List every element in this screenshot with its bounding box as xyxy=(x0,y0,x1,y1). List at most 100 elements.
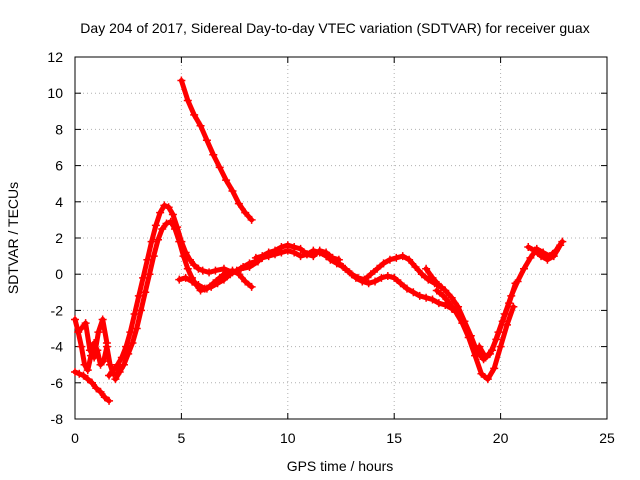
data-point xyxy=(181,273,190,282)
data-point xyxy=(211,266,220,275)
data-point xyxy=(296,244,305,253)
data-point xyxy=(234,199,243,208)
data-point xyxy=(377,273,386,282)
data-point xyxy=(168,210,177,219)
data-point xyxy=(405,255,414,264)
data-point xyxy=(190,110,199,119)
data-point xyxy=(136,306,145,315)
data-point xyxy=(451,308,460,317)
data-point xyxy=(385,255,394,264)
data-point xyxy=(92,384,101,393)
data-point xyxy=(447,293,456,302)
data-point xyxy=(302,250,311,259)
data-point xyxy=(239,262,248,271)
data-point xyxy=(434,299,443,308)
data-point xyxy=(207,282,216,291)
data-point xyxy=(179,252,188,261)
data-point xyxy=(75,369,84,378)
data-point xyxy=(166,217,175,226)
data-point xyxy=(390,273,399,282)
data-point xyxy=(258,252,267,261)
data-point xyxy=(143,255,152,264)
data-point xyxy=(277,243,286,252)
data-point xyxy=(134,291,143,300)
data-point xyxy=(366,270,375,279)
data-point xyxy=(109,366,118,375)
series-arc-mid-a xyxy=(251,241,446,291)
data-point xyxy=(209,150,218,159)
x-tick-labels: 0 5 10 15 20 25 xyxy=(71,430,615,446)
x-tick-label: 5 xyxy=(178,430,186,446)
data-point xyxy=(309,252,318,261)
data-point xyxy=(71,315,79,324)
data-point xyxy=(128,338,137,347)
data-point xyxy=(111,375,120,384)
y-tick-label: -8 xyxy=(51,411,64,427)
data-point xyxy=(241,208,250,217)
data-point xyxy=(326,255,335,264)
data-point xyxy=(71,367,79,376)
data-point xyxy=(183,96,192,105)
data-point xyxy=(556,241,565,250)
data-point xyxy=(283,241,292,250)
data-point xyxy=(102,338,111,347)
data-point xyxy=(205,268,214,277)
data-point xyxy=(115,367,124,376)
series-arc-steep xyxy=(177,76,256,224)
data-point xyxy=(549,252,558,261)
x-tick-label: 25 xyxy=(599,430,615,446)
series-arc-early-2 xyxy=(71,367,114,405)
data-point xyxy=(464,333,473,342)
data-point xyxy=(147,237,156,246)
y-tick-label: 2 xyxy=(55,230,63,246)
data-point xyxy=(537,252,546,261)
data-point xyxy=(228,186,237,195)
data-point xyxy=(332,259,341,268)
data-point xyxy=(379,259,388,268)
data-point xyxy=(145,270,154,279)
data-point xyxy=(339,262,348,271)
data-point xyxy=(139,273,148,282)
y-tick-label: 10 xyxy=(47,85,63,101)
x-axis-label: GPS time / hours xyxy=(287,458,394,474)
series-arc-late-b xyxy=(432,286,518,384)
y-tick-label: 6 xyxy=(55,158,63,174)
data-point xyxy=(99,357,108,366)
data-point xyxy=(396,279,405,288)
data-point xyxy=(188,277,197,286)
data-point xyxy=(383,272,392,281)
data-point xyxy=(373,264,382,273)
y-tick-labels: -8 -6 -4 -2 0 2 4 6 8 10 12 xyxy=(47,49,63,427)
y-tick-label: -2 xyxy=(51,302,64,318)
data-point xyxy=(215,163,224,172)
data-point xyxy=(151,221,160,230)
data-point xyxy=(392,253,401,262)
data-points xyxy=(71,76,567,405)
data-point xyxy=(441,286,450,295)
data-point xyxy=(158,224,167,233)
data-point xyxy=(358,277,367,286)
data-point xyxy=(524,243,533,252)
data-point xyxy=(90,353,99,362)
data-point xyxy=(471,351,480,360)
data-point xyxy=(219,275,228,284)
data-point xyxy=(141,288,150,297)
data-point xyxy=(77,324,86,333)
y-axis-label: SDTVAR / TECUs xyxy=(5,182,21,294)
data-point xyxy=(530,246,539,255)
data-point xyxy=(85,346,94,355)
data-point xyxy=(245,259,254,268)
data-point xyxy=(241,277,250,286)
data-point xyxy=(202,136,211,145)
data-point xyxy=(105,371,114,380)
data-point xyxy=(247,282,256,291)
x-tick-label: 20 xyxy=(493,430,509,446)
data-point xyxy=(475,342,484,351)
data-point xyxy=(543,255,552,264)
y-tick-label: 4 xyxy=(55,194,63,210)
data-point xyxy=(126,328,135,337)
data-point xyxy=(100,393,109,402)
data-point xyxy=(132,324,141,333)
data-point xyxy=(222,176,231,185)
